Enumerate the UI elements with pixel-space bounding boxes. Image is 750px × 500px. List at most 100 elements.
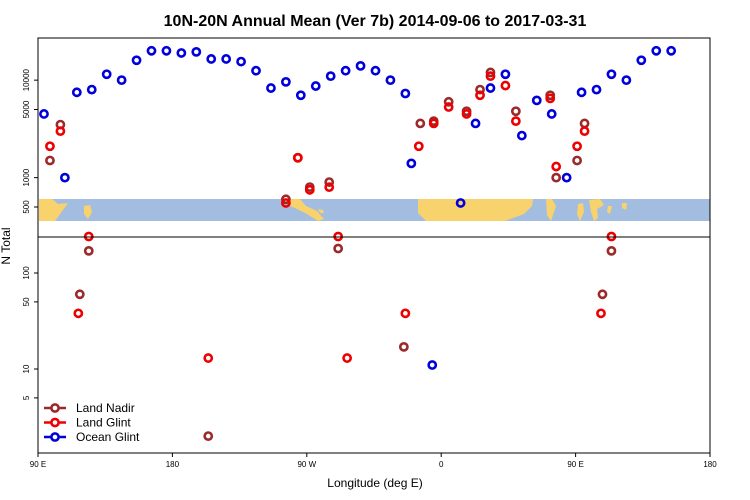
ocean-glint-point: [146, 45, 157, 56]
ocean-glint-point: [39, 109, 49, 119]
land-glint-point: [324, 182, 335, 192]
land-glint-point: [551, 161, 562, 172]
ocean-glint-point: [485, 83, 496, 93]
land-glint-point: [83, 231, 94, 242]
land-glint-point: [280, 198, 291, 208]
ocean-glint-point: [546, 109, 557, 119]
land-area: [622, 203, 627, 210]
land-nadir-point: [83, 245, 94, 256]
land-area: [39, 199, 41, 201]
ocean-glint-point: [206, 54, 217, 64]
land-nadir-point: [597, 289, 608, 300]
ocean-glint-point: [370, 65, 381, 76]
x-tick-label: 0: [439, 460, 444, 469]
land-area: [577, 203, 584, 221]
ocean-glint-point: [161, 45, 172, 56]
ocean-glint-point: [385, 75, 396, 86]
legend-marker: [50, 417, 60, 428]
land-nadir-point: [606, 245, 617, 256]
ocean-glint-point: [636, 55, 647, 66]
land-glint-point: [596, 308, 606, 319]
land-nadir-point: [280, 194, 291, 205]
ocean-glint-point: [666, 45, 677, 56]
ocean-glint-point: [355, 61, 366, 71]
x-tick-label: 180: [166, 460, 180, 469]
ocean-glint-point: [191, 46, 202, 57]
y-tick-label: 100: [22, 266, 31, 280]
land-glint-point: [45, 141, 55, 152]
ocean-glint-point: [561, 172, 572, 183]
ocean-glint-point: [606, 69, 617, 80]
ocean-glint-point: [516, 130, 527, 141]
ocean-glint-point: [295, 90, 306, 101]
y-tick-label: 500: [22, 200, 31, 214]
legend-marker: [50, 432, 60, 442]
legend-label: Land Nadir: [76, 401, 135, 415]
y-tick-label: 10000: [22, 68, 31, 91]
land-nadir-point: [443, 96, 454, 107]
land-glint-point: [292, 152, 303, 163]
land-glint-point: [333, 231, 344, 242]
ocean-glint-point: [71, 87, 82, 98]
land-glint-point: [500, 80, 511, 91]
ocean-glint-point: [131, 55, 142, 66]
legend-label: Land Glint: [76, 416, 131, 430]
y-tick-label: 10: [22, 364, 31, 373]
land-glint-point: [443, 102, 454, 112]
land-glint-point: [579, 126, 590, 137]
land-glint-point: [572, 141, 582, 152]
land-glint-point: [304, 184, 315, 195]
land-glint-point: [475, 90, 485, 101]
ocean-glint-point: [251, 65, 261, 76]
ocean-glint-point: [427, 360, 438, 370]
plot-frame: [37, 37, 711, 454]
land-nadir-point: [333, 243, 344, 254]
ocean-glint-point: [86, 84, 97, 95]
land-area: [607, 206, 612, 214]
land-nadir-point: [415, 118, 426, 129]
x-axis: 90 E 180 90 W 0 90 E 180: [30, 453, 717, 469]
ocean-glint-point: [340, 65, 351, 76]
ocean-glint-point: [531, 95, 542, 106]
ocean-glint-point: [101, 69, 112, 80]
legend-label: Ocean Glint: [76, 430, 140, 444]
ocean-glint-point: [116, 75, 127, 86]
land-glint-point: [203, 353, 214, 363]
ocean-glint-point: [576, 87, 587, 98]
land-nadir-point: [579, 118, 590, 129]
land-area: [318, 209, 324, 213]
ocean-glint-point: [176, 48, 187, 58]
ocean-glint-point: [500, 69, 511, 80]
ocean-glint-point: [59, 172, 70, 183]
land-nadir-point: [572, 155, 582, 166]
land-nadir-point: [398, 341, 409, 352]
land-nadir-point: [551, 172, 562, 183]
ocean-glint-point: [325, 71, 336, 82]
land-glint-point: [545, 93, 556, 104]
land-nadir-point: [45, 155, 55, 166]
x-tick-label: 90 W: [297, 460, 316, 469]
land-glint-point: [73, 308, 84, 319]
land-nadir-point: [74, 289, 85, 300]
land-nadir-point: [324, 177, 335, 188]
ocean-glint-point: [591, 84, 602, 95]
land-glint-point: [55, 126, 66, 137]
land-glint-point: [510, 116, 521, 127]
y-tick-label: 5: [22, 395, 31, 400]
land-area: [546, 199, 556, 221]
land-glint-point: [400, 308, 411, 319]
x-tick-label: 90 E: [30, 460, 46, 469]
y-tick-label: 50: [22, 297, 31, 306]
ocean-glint-point: [400, 88, 411, 99]
x-axis-label: Longitude (deg E): [327, 476, 422, 490]
ocean-glint-point: [651, 45, 662, 56]
ocean-glint-point: [470, 118, 481, 129]
ocean-glint-point: [621, 75, 632, 86]
land-nadir-point: [475, 84, 485, 95]
land-glint-point: [461, 109, 472, 119]
ocean-glint-point: [280, 76, 291, 87]
y-tick-label: 1000: [22, 168, 31, 186]
land-area: [418, 199, 533, 221]
land-glint-point: [606, 231, 617, 242]
